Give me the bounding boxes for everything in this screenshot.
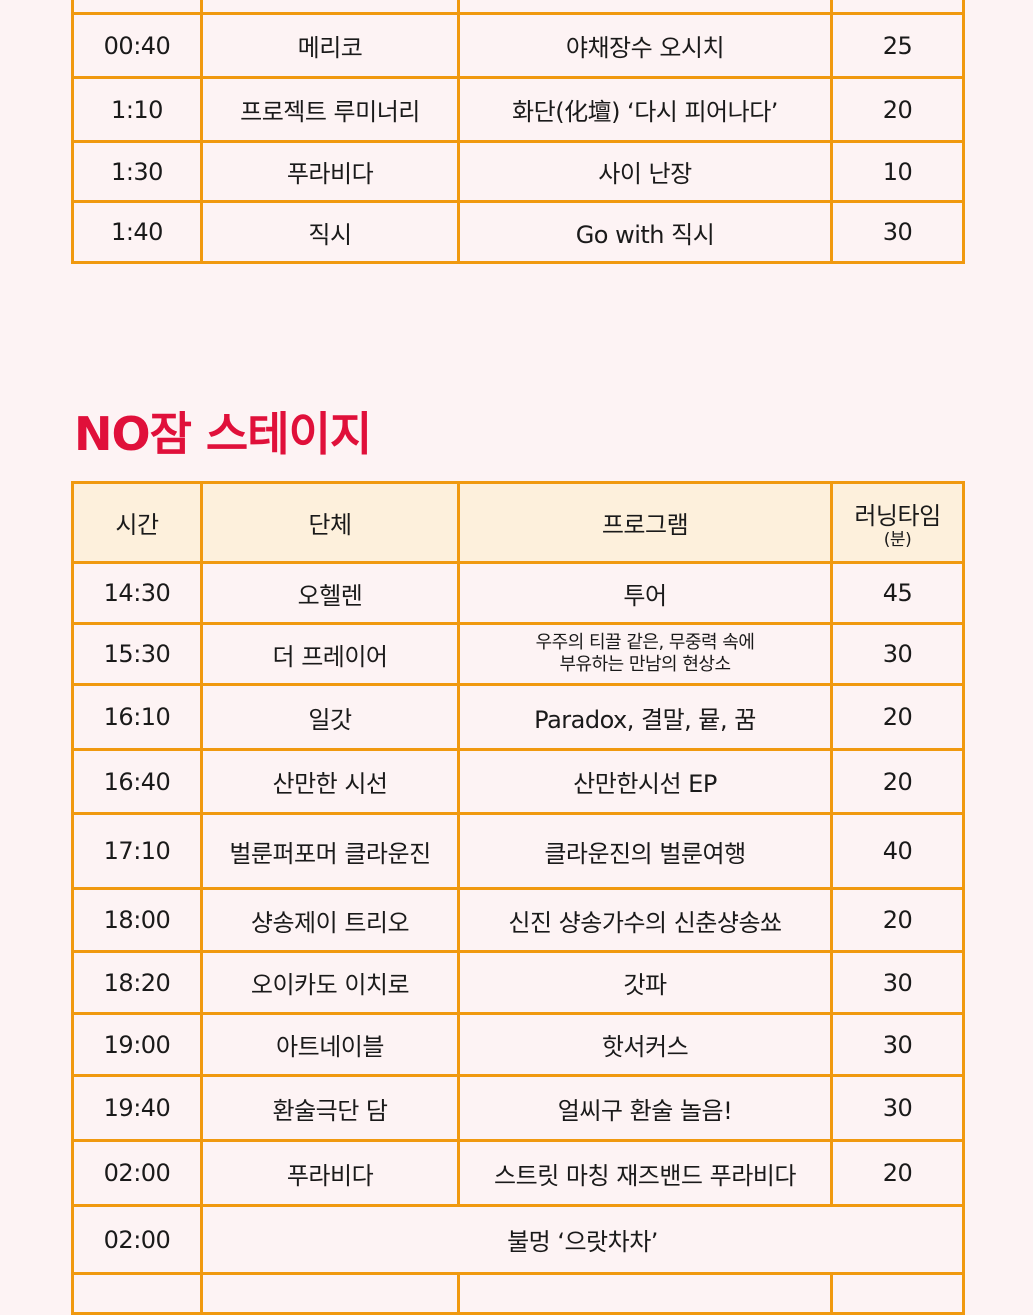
cell-minutes: 20 xyxy=(830,887,965,953)
cell-program: 클라운진의 벌룬여행 xyxy=(457,812,833,890)
cell-time: 1:30 xyxy=(71,140,203,203)
table-row: 19:00 아트네이블 핫서커스 30 xyxy=(71,1012,965,1077)
cell-group: 벌룬퍼포머 클라운진 xyxy=(200,812,460,890)
cell-time: 17:10 xyxy=(71,812,203,890)
header-time: 시간 xyxy=(71,481,203,564)
cell-group: 아트네이블 xyxy=(200,1012,460,1077)
cell-time: 1:10 xyxy=(71,76,203,143)
cell-group: 프로젝트 루미너리 xyxy=(200,76,460,143)
cell-merged: 불멍 ‘으랏차차’ xyxy=(200,1204,965,1275)
table-row: 1:30 푸라비다 사이 난장 10 xyxy=(71,140,965,203)
cell-program: 우주의 티끌 같은, 무중력 속에 부유하는 만남의 현상소 xyxy=(457,622,833,686)
cell-program: 신진 샹송가수의 신춘샹송쑈 xyxy=(457,887,833,953)
header-unit: (분) xyxy=(883,530,912,550)
cell-time: 14:30 xyxy=(71,561,203,625)
cell-time: 1:40 xyxy=(71,200,203,264)
cell-minutes: 20 xyxy=(830,748,965,815)
table-row: 02:00 푸라비다 스트릿 마칭 재즈밴드 푸라비다 20 xyxy=(71,1139,965,1207)
cell-program: Paradox, 결말, 뮽, 꿈 xyxy=(457,683,833,751)
cell-empty xyxy=(830,0,965,15)
header-running-time-label: 러닝타임 xyxy=(854,502,941,530)
header-program: 프로그램 xyxy=(457,481,833,564)
header-running-time: 러닝타임 (분) xyxy=(830,481,965,564)
cell-minutes: 20 xyxy=(830,76,965,143)
table-row: 19:40 환술극단 담 얼씨구 환술 놀음! 30 xyxy=(71,1074,965,1142)
cell-time: 18:20 xyxy=(71,950,203,1015)
cell-time: 15:30 xyxy=(71,622,203,686)
cell-minutes: 40 xyxy=(830,812,965,890)
stage-title: NO잠 스테이지 xyxy=(74,407,372,461)
cell-time: 02:00 xyxy=(71,1204,203,1275)
cell-minutes: 20 xyxy=(830,683,965,751)
cell-group: 오헬렌 xyxy=(200,561,460,625)
cell-program: 사이 난장 xyxy=(457,140,833,203)
cell-time: 02:00 xyxy=(71,1139,203,1207)
cell-minutes: 10 xyxy=(830,140,965,203)
cell-time: 16:10 xyxy=(71,683,203,751)
cell-program: 핫서커스 xyxy=(457,1012,833,1077)
table-row-partial xyxy=(71,0,965,15)
cell-program: 야채장수 오시치 xyxy=(457,12,833,79)
cell-group: 산만한 시선 xyxy=(200,748,460,815)
cell-minutes: 20 xyxy=(830,1139,965,1207)
table-row: 18:20 오이카도 이치로 갓파 30 xyxy=(71,950,965,1015)
cell-group: 오이카도 이치로 xyxy=(200,950,460,1015)
table-header-row: 시간 단체 프로그램 러닝타임 (분) xyxy=(71,481,965,564)
table-row: 18:00 샹송제이 트리오 신진 샹송가수의 신춘샹송쑈 20 xyxy=(71,887,965,953)
cell-time: 16:40 xyxy=(71,748,203,815)
cell-minutes: 30 xyxy=(830,1012,965,1077)
cell-group: 직시 xyxy=(200,200,460,264)
cell-empty xyxy=(457,0,833,15)
cell-minutes: 30 xyxy=(830,622,965,686)
header-group: 단체 xyxy=(200,481,460,564)
cell-program: 갓파 xyxy=(457,950,833,1015)
cell-program: Go with 직시 xyxy=(457,200,833,264)
cell-group: 일갓 xyxy=(200,683,460,751)
cell-group: 환술극단 담 xyxy=(200,1074,460,1142)
cell-minutes: 45 xyxy=(830,561,965,625)
cell-minutes: 30 xyxy=(830,200,965,264)
cell-program: 산만한시선 EP xyxy=(457,748,833,815)
table-row: 1:10 프로젝트 루미너리 화단(化壇) ‘다시 피어나다’ 20 xyxy=(71,76,965,143)
table-row: 16:10 일갓 Paradox, 결말, 뮽, 꿈 20 xyxy=(71,683,965,751)
cell-minutes: 30 xyxy=(830,1074,965,1142)
cell-program: 화단(化壇) ‘다시 피어나다’ xyxy=(457,76,833,143)
cell-group: 샹송제이 트리오 xyxy=(200,887,460,953)
cell-program: 투어 xyxy=(457,561,833,625)
cell-group: 푸라비다 xyxy=(200,1139,460,1207)
cell-minutes: 25 xyxy=(830,12,965,79)
table-row: 02:00 불멍 ‘으랏차차’ xyxy=(71,1204,965,1275)
cell-group: 메리코 xyxy=(200,12,460,79)
cell-time: 19:00 xyxy=(71,1012,203,1077)
cell-minutes: 30 xyxy=(830,950,965,1015)
schedule-table-no-jam-stage: 시간 단체 프로그램 러닝타임 (분) 14:30 오헬렌 투어 45 15:30 더 프레… xyxy=(71,481,965,1315)
cell-empty xyxy=(71,0,203,15)
cell-empty xyxy=(200,0,460,15)
cell-group: 더 프레이어 xyxy=(200,622,460,686)
cell-group: 푸라비다 xyxy=(200,140,460,203)
table-row: 1:40 직시 Go with 직시 30 xyxy=(71,200,965,264)
table-row: 16:40 산만한 시선 산만한시선 EP 20 xyxy=(71,748,965,815)
schedule-table-top: 00:40 메리코 야채장수 오시치 25 1:10 프로젝트 루미너리 화단(化壇) ‘다… xyxy=(71,0,965,264)
table-row: 15:30 더 프레이어 우주의 티끌 같은, 무중력 속에 부유하는 만남의 현상… xyxy=(71,622,965,686)
cell-time: 18:00 xyxy=(71,887,203,953)
cell-time: 00:40 xyxy=(71,12,203,79)
cell-program: 얼씨구 환술 놀음! xyxy=(457,1074,833,1142)
cell-time: 19:40 xyxy=(71,1074,203,1142)
table-row: 17:10 벌룬퍼포머 클라운진 클라운진의 벌룬여행 40 xyxy=(71,812,965,890)
table-row: 00:40 메리코 야채장수 오시치 25 xyxy=(71,12,965,79)
cell-program: 스트릿 마칭 재즈밴드 푸라비다 xyxy=(457,1139,833,1207)
table-row: 14:30 오헬렌 투어 45 xyxy=(71,561,965,625)
